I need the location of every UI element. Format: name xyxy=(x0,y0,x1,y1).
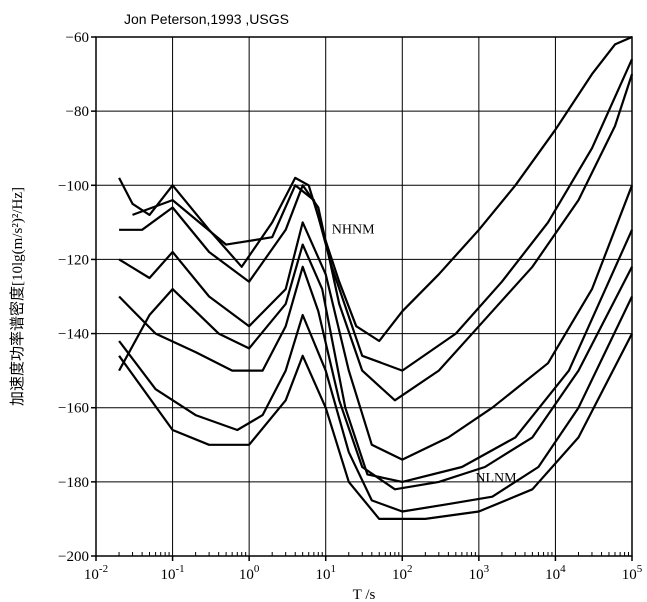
y-axis-label: 加速度功率谱密度[10lg(m/s²)²/Hz] xyxy=(9,187,26,406)
annotation-nhnm: NHNM xyxy=(332,222,375,237)
series-group xyxy=(118,35,634,520)
x-tick-label-5: 103 xyxy=(469,563,490,583)
series-line-7 xyxy=(118,229,634,483)
y-tick-label-5: −160 xyxy=(58,401,89,417)
chart-credit: Jon Peterson,1993 ,USGS xyxy=(124,11,289,27)
x-tick-label-7: 105 xyxy=(622,563,643,583)
plot-frame xyxy=(95,36,633,557)
x-axis: 10-2 10-1 100 101 102 103 104 105 xyxy=(84,552,643,583)
grid xyxy=(95,36,633,557)
y-tick-label-4: −140 xyxy=(58,327,89,343)
series-line-2 xyxy=(118,184,634,461)
y-tick-label-7: −200 xyxy=(58,549,89,565)
x-tick-label-1: 10-1 xyxy=(160,563,184,583)
x-tick-label-0: 10-2 xyxy=(84,563,108,583)
series-line-1 xyxy=(119,73,634,402)
x-tick-label-4: 102 xyxy=(392,563,413,583)
series-line-0 xyxy=(118,35,633,343)
x-tick-label-6: 104 xyxy=(545,563,566,583)
series-line-4 xyxy=(118,296,633,513)
annotations: NHNM NLNM xyxy=(332,222,517,485)
series-line-3 xyxy=(118,265,633,491)
y-tick-label-2: −100 xyxy=(58,178,89,194)
series-line-5 xyxy=(118,333,633,520)
y-tick-label-0: −60 xyxy=(66,30,89,46)
y-axis: −60 −80 −100 −120 −140 −160 −180 −200 xyxy=(58,30,96,565)
annotation-nlnm: NLNM xyxy=(475,471,517,486)
y-tick-label-6: −180 xyxy=(58,475,89,491)
y-tick-label-1: −80 xyxy=(66,104,89,120)
x-tick-label-3: 101 xyxy=(315,563,336,583)
y-tick-label-3: −120 xyxy=(58,252,89,268)
x-tick-label-2: 100 xyxy=(239,563,260,583)
series-line-6 xyxy=(132,58,634,372)
x-axis-label: T /s xyxy=(353,587,376,602)
